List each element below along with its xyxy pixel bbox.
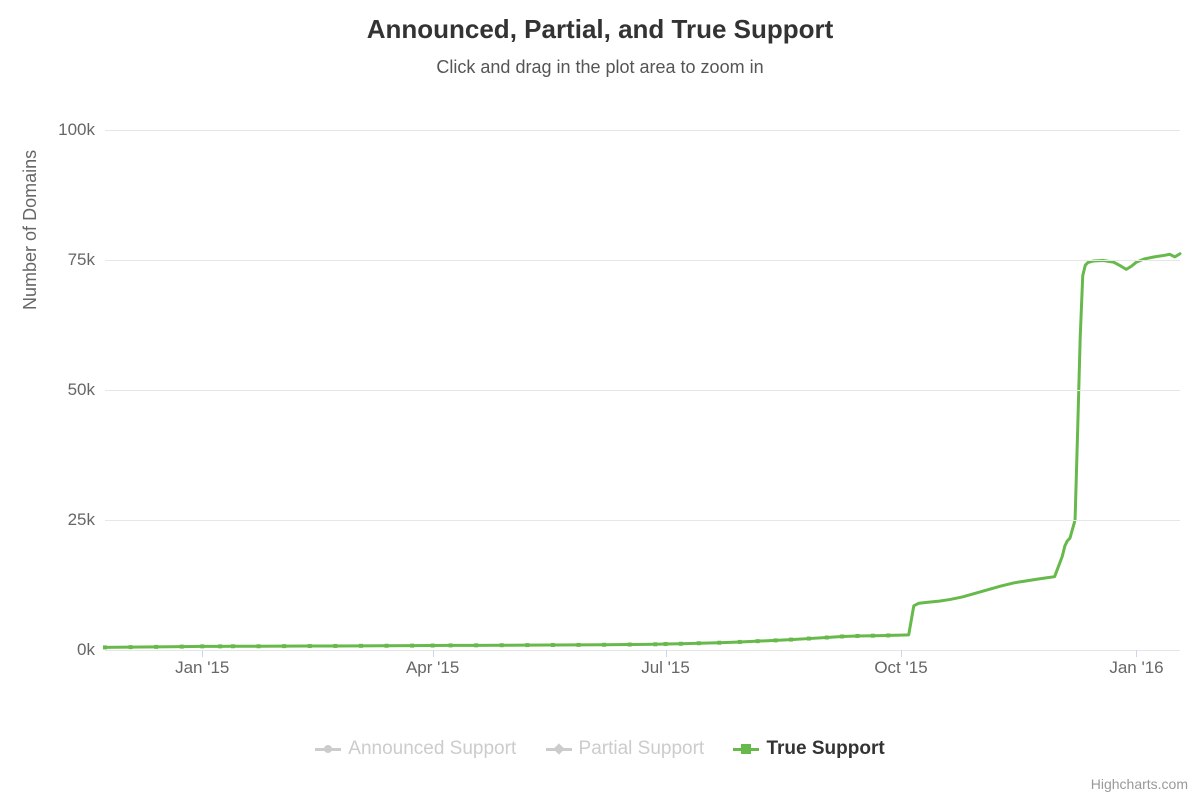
series-marker [103,645,107,649]
chart-title: Announced, Partial, and True Support [0,0,1200,45]
series-marker [717,641,721,645]
series-marker [154,645,158,649]
yaxis-title: Number of Domains [20,150,41,310]
xtick-label: Oct '15 [874,658,927,678]
series-marker [525,643,529,647]
series-marker [385,644,389,648]
xtick-label: Jul '15 [641,658,690,678]
series-marker [856,634,860,638]
series-marker [231,644,235,648]
series-marker [577,643,581,647]
series-marker [308,644,312,648]
plot-area[interactable] [105,130,1180,650]
chart-subtitle: Click and drag in the plot area to zoom … [0,45,1200,78]
series-marker [500,643,504,647]
series-marker [653,642,657,646]
series-marker [257,644,261,648]
xtick-mark [901,650,902,657]
xtick-label: Jan '15 [175,658,229,678]
chart-container: Announced, Partial, and True Support Cli… [0,0,1200,800]
legend: Announced Support Partial Support True S… [0,738,1200,762]
ytick-label: 0k [35,640,95,660]
legend-item-true[interactable]: True Support [733,738,884,760]
legend-marker-true [741,744,751,754]
series-marker [664,642,668,646]
series-marker [200,644,204,648]
ytick-label: 25k [35,510,95,530]
gridline [105,520,1180,521]
series-marker [359,644,363,648]
ytick-label: 50k [35,380,95,400]
legend-symbol-true [733,742,759,756]
gridline [105,130,1180,131]
series-marker [789,638,793,642]
series-marker [840,634,844,638]
series-marker [679,642,683,646]
legend-label-partial: Partial Support [579,738,705,760]
gridline [105,390,1180,391]
series-marker [602,643,606,647]
series-line-true-support [105,254,1180,648]
series-marker [697,641,701,645]
series-marker [333,644,337,648]
legend-item-partial[interactable]: Partial Support [546,738,705,760]
series-marker [871,634,875,638]
series-marker [431,644,435,648]
series-marker [886,633,890,637]
legend-symbol-announced [315,742,341,756]
legend-symbol-partial [546,742,572,756]
series-marker [738,640,742,644]
series-marker [807,637,811,641]
series-marker [774,638,778,642]
series-marker [282,644,286,648]
xtick-label: Apr '15 [406,658,459,678]
series-marker [551,643,555,647]
ytick-label: 100k [35,120,95,140]
xtick-mark [202,650,203,657]
series-marker [825,636,829,640]
credits-link[interactable]: Highcharts.com [1091,776,1188,792]
series-marker [410,644,414,648]
series-marker [218,644,222,648]
gridline [105,260,1180,261]
gridline [105,650,1180,651]
xtick-mark [666,650,667,657]
legend-item-announced[interactable]: Announced Support [315,738,516,760]
xtick-mark [433,650,434,657]
xtick-mark [1136,650,1137,657]
series-marker [756,639,760,643]
ytick-label: 75k [35,250,95,270]
series-marker [129,645,133,649]
xtick-label: Jan '16 [1109,658,1163,678]
legend-label-announced: Announced Support [348,738,516,760]
legend-label-true: True Support [766,738,884,760]
series-marker [474,643,478,647]
series-marker [628,643,632,647]
series-marker [449,643,453,647]
series-marker [180,645,184,649]
